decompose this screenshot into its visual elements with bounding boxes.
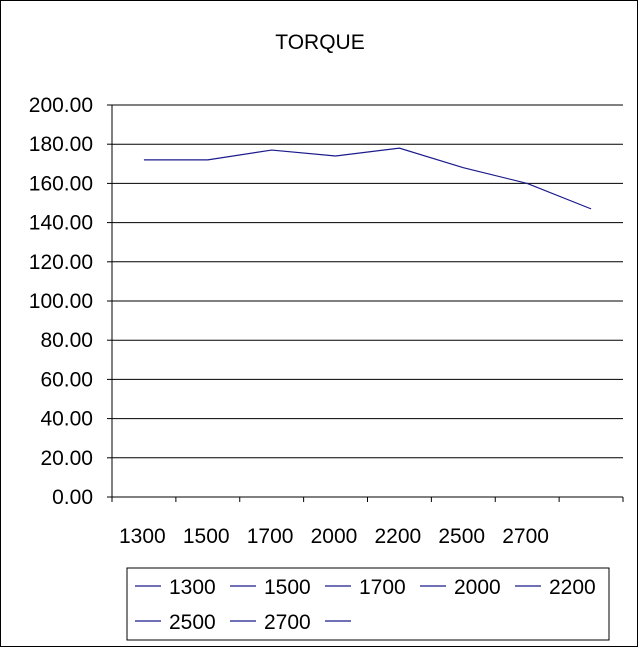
y-tick-label: 140.00 bbox=[29, 212, 93, 235]
y-tick-label: 160.00 bbox=[29, 172, 93, 195]
series-layer bbox=[143, 147, 592, 210]
series-line bbox=[143, 147, 592, 210]
y-tick-label: 20.00 bbox=[40, 447, 93, 470]
x-tick-label: 2700 bbox=[502, 525, 549, 548]
legend-label: 1300 bbox=[169, 576, 216, 599]
gridlines bbox=[112, 104, 623, 459]
y-tick-label: 80.00 bbox=[40, 329, 93, 352]
legend-box bbox=[126, 567, 610, 641]
legend: 1300 1500 1700 2000 2200 2500 2700 bbox=[126, 567, 610, 641]
legend-label: 2700 bbox=[264, 611, 311, 634]
x-tick-label: 1700 bbox=[247, 525, 294, 548]
axes: 0.00 20.00 40.00 60.00 80.00 100.00 120.00 140.… bbox=[29, 94, 624, 548]
y-tick-label: 60.00 bbox=[40, 368, 93, 391]
x-tick-label: 2500 bbox=[438, 525, 485, 548]
y-tick-label: 40.00 bbox=[40, 408, 93, 431]
y-tick-label: 200.00 bbox=[29, 94, 93, 117]
chart-title: TORQUE bbox=[275, 31, 364, 54]
y-tick-label: 100.00 bbox=[29, 290, 93, 313]
y-tick-label: 180.00 bbox=[29, 133, 93, 156]
legend-label: 2000 bbox=[454, 576, 501, 599]
x-tick-label: 2200 bbox=[375, 525, 422, 548]
x-tick-label: 1500 bbox=[183, 525, 230, 548]
y-tick-label: 120.00 bbox=[29, 251, 93, 274]
legend-label: 1700 bbox=[359, 576, 406, 599]
legend-label: 2500 bbox=[169, 611, 216, 634]
legend-label: 1500 bbox=[264, 576, 311, 599]
x-tick-label: 2000 bbox=[311, 525, 358, 548]
y-tick-label: 0.00 bbox=[52, 486, 93, 509]
x-tick-label: 1300 bbox=[119, 525, 166, 548]
legend-label: 2200 bbox=[549, 576, 596, 599]
